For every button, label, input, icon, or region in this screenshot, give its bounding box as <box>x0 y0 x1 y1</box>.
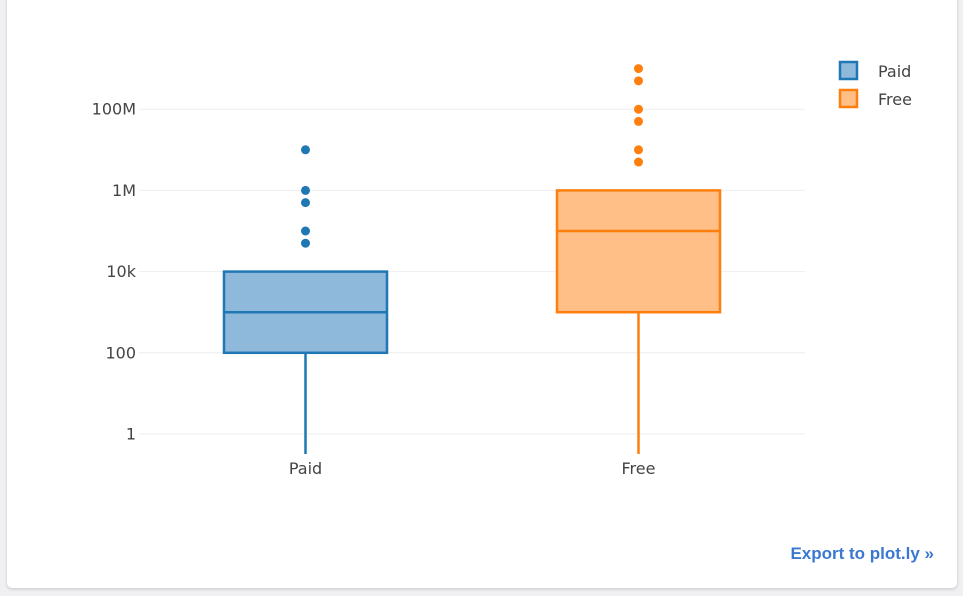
outlier-point[interactable] <box>634 145 643 155</box>
y-tick-label: 1M <box>112 181 136 200</box>
export-link[interactable]: Export to plot.ly » <box>790 544 934 563</box>
outlier-point[interactable] <box>634 104 643 114</box>
outlier-point[interactable] <box>301 198 310 208</box>
outlier-point[interactable] <box>634 76 643 86</box>
legend-label[interactable]: Paid <box>878 62 911 81</box>
outlier-point[interactable] <box>301 185 310 195</box>
outlier-point[interactable] <box>301 238 310 248</box>
box-free[interactable] <box>555 189 722 314</box>
y-tick-label: 1 <box>126 425 136 444</box>
chart-card <box>7 0 957 588</box>
outlier-point[interactable] <box>634 116 643 126</box>
legend-swatch[interactable] <box>838 60 859 81</box>
outlier-point[interactable] <box>301 226 310 236</box>
x-tick-label: Free <box>622 459 656 478</box>
outlier-point[interactable] <box>634 157 643 167</box>
x-tick-label: Paid <box>289 459 322 478</box>
y-tick-label: 100M <box>92 100 136 119</box>
legend-swatch[interactable] <box>838 88 859 109</box>
y-tick-label: 10k <box>106 262 136 281</box>
y-tick-label: 100 <box>105 343 136 362</box>
legend-label[interactable]: Free <box>878 90 912 109</box>
outlier-point[interactable] <box>301 145 310 155</box>
outlier-point[interactable] <box>634 64 643 74</box>
